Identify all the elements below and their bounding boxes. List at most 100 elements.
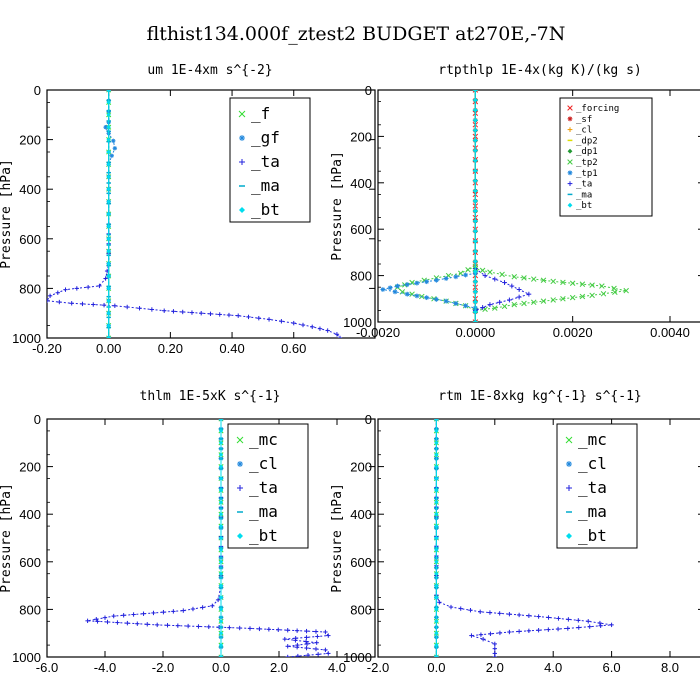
- series-marker: [218, 547, 224, 553]
- x-tick-label: -2.0: [367, 660, 389, 675]
- series-marker: [145, 622, 150, 627]
- series-marker: [599, 283, 605, 289]
- series-marker: [266, 317, 272, 322]
- y-tick-label: 600: [19, 232, 41, 247]
- axes-frame: [46, 89, 376, 339]
- legend-marker: [237, 461, 243, 467]
- series-marker: [579, 281, 586, 287]
- series-marker: [171, 309, 176, 314]
- legend-entry: _cl: [249, 454, 278, 473]
- series-marker: [472, 259, 478, 264]
- series-marker: [189, 310, 195, 315]
- y-axis-label: Pressure [hPa]: [330, 483, 345, 593]
- series-marker: [236, 313, 241, 318]
- series-marker: [141, 611, 146, 616]
- x-tick-label: -0.20: [32, 341, 62, 356]
- series-marker: [511, 274, 518, 280]
- legend-marker: [236, 436, 244, 444]
- x-tick-label: -6.0: [36, 660, 58, 675]
- series-marker: [424, 279, 430, 285]
- series-marker: [404, 291, 410, 297]
- series-marker: [472, 158, 478, 164]
- series-marker: [180, 309, 185, 315]
- series-marker: [576, 625, 581, 630]
- series-marker: [492, 305, 498, 311]
- x-tick-label: -2.0: [152, 660, 174, 675]
- legend-marker: [237, 485, 243, 491]
- y-tick-label: 1000: [343, 315, 372, 330]
- legend-entry: _ma: [576, 190, 592, 200]
- axes-frame: [377, 89, 700, 323]
- legend-marker: [237, 533, 243, 539]
- panel-title: thlm 1E-5xK s^{-1}: [140, 389, 281, 404]
- series-marker: [480, 636, 486, 642]
- series-marker: [80, 301, 85, 307]
- series-marker: [74, 286, 80, 291]
- series-marker: [282, 636, 287, 642]
- series-marker: [69, 301, 74, 306]
- series-marker: [85, 618, 90, 624]
- series-marker: [434, 535, 439, 541]
- series-marker: [587, 624, 592, 629]
- series-marker: [392, 289, 398, 295]
- series-marker: [226, 312, 232, 318]
- series-marker: [453, 274, 459, 280]
- y-tick-label: 0: [365, 412, 372, 427]
- legend-entry: _gf: [251, 128, 280, 147]
- series-marker: [334, 332, 340, 337]
- series-marker: [47, 298, 50, 303]
- series-marker: [149, 307, 155, 312]
- series-line-ta: [475, 268, 531, 311]
- x-tick-label: 0.40: [219, 341, 244, 356]
- x-tick-label: 2.0: [270, 660, 288, 675]
- y-tick-label: 600: [350, 222, 372, 237]
- series-marker: [237, 625, 242, 631]
- legend-marker: [566, 485, 572, 491]
- series-marker: [487, 269, 493, 275]
- series-marker: [135, 621, 140, 626]
- series-marker: [247, 626, 253, 631]
- series-marker: [472, 208, 478, 214]
- legend-marker: [567, 148, 573, 154]
- series-layer: [433, 419, 614, 657]
- series-marker: [304, 635, 309, 640]
- series-marker: [106, 311, 111, 316]
- series-marker: [106, 323, 111, 328]
- series-marker: [218, 559, 224, 564]
- series-marker: [103, 125, 108, 130]
- series-marker: [304, 641, 310, 647]
- series-marker: [199, 311, 204, 316]
- panel-rtm: rtm 1E-8xkg kg^{-1} s^{-1} 0 200 400 600 800…: [330, 389, 700, 675]
- panel-title: um 1E-4xm s^{-2}: [147, 63, 272, 78]
- legend-entry: _dp1: [576, 147, 598, 157]
- series-marker: [526, 613, 532, 618]
- series-marker: [434, 595, 439, 600]
- y-tick-label: 200: [350, 460, 372, 475]
- series-marker: [516, 287, 522, 292]
- legend-marker: [239, 207, 245, 213]
- series-marker: [434, 428, 439, 434]
- series-marker: [472, 198, 478, 204]
- series-marker: [313, 646, 319, 652]
- series-marker: [106, 286, 111, 291]
- series-marker: [300, 322, 306, 328]
- y-tick-label: 0: [365, 83, 372, 98]
- legend-marker: [566, 533, 572, 539]
- legend-entry: _mc: [578, 430, 607, 449]
- series-marker: [97, 283, 102, 289]
- series-marker: [47, 293, 53, 299]
- series-marker: [434, 476, 439, 481]
- series-marker: [434, 440, 439, 445]
- series-marker: [218, 523, 224, 529]
- series-marker: [218, 419, 224, 422]
- series-marker: [521, 275, 527, 281]
- series-marker: [257, 626, 262, 632]
- series-marker: [55, 290, 60, 295]
- series-marker: [540, 277, 547, 283]
- series-marker: [472, 188, 478, 194]
- series-marker: [276, 627, 281, 632]
- series-marker: [434, 607, 439, 612]
- series-marker: [295, 653, 301, 657]
- series-marker: [57, 299, 62, 305]
- series-marker: [218, 452, 224, 457]
